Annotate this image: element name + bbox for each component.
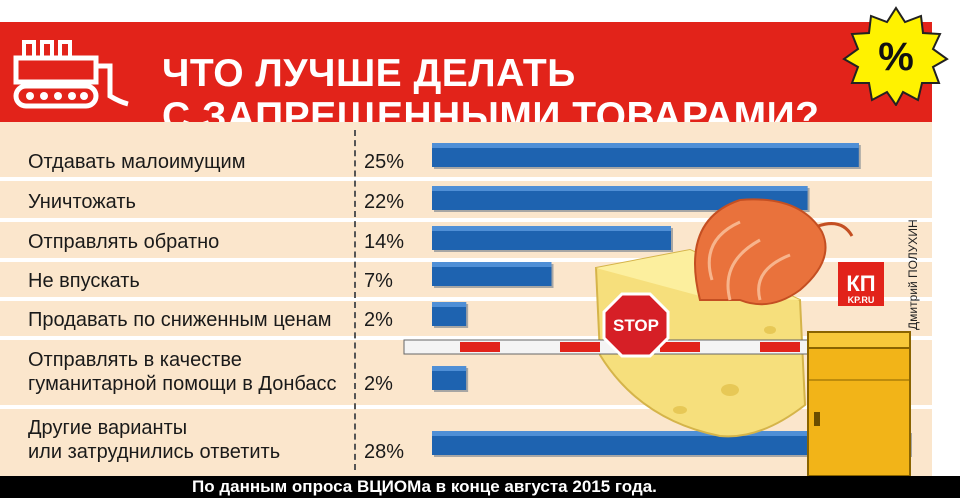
bar-highlight [432, 186, 808, 191]
value-label: 14% [364, 231, 405, 253]
bar-highlight [432, 431, 910, 436]
category-label: Отправлять в качестве гуманитарной помощ… [28, 349, 337, 395]
category-label: Уничтожать [28, 191, 136, 213]
category-label: Продавать по сниженным ценам [28, 309, 332, 331]
footer-bar: По данным опроса ВЦИОМа в конце августа … [0, 476, 960, 498]
photo-credit: Дмитрий ПОЛУХИН [906, 219, 920, 330]
row-divider [0, 336, 932, 340]
row-divider [0, 405, 932, 409]
value-label: 2% [364, 373, 393, 395]
value-label: 28% [364, 441, 405, 463]
value-label: 2% [364, 309, 393, 331]
category-label: Отправлять обратно [28, 231, 220, 253]
row-divider [0, 258, 932, 262]
badge-percent-text: % [878, 35, 914, 79]
kp-logo: КП KP.RU [838, 262, 884, 306]
value-label: 7% [364, 270, 393, 292]
bulldozer-icon [13, 40, 129, 109]
bar-highlight [432, 143, 859, 148]
category-label: Отдавать малоимущим [28, 151, 246, 173]
row-divider [0, 297, 932, 301]
title-line-1: ЧТО ЛУЧШЕ ДЕЛАТЬ [162, 52, 576, 95]
bar-highlight [432, 262, 552, 267]
bar-highlight [432, 366, 467, 371]
value-label: 25% [364, 151, 405, 173]
bar-highlight [432, 302, 467, 307]
row-divider [0, 177, 932, 181]
percent-badge: % [842, 6, 949, 106]
category-label: Не впускать [28, 270, 140, 292]
dashed-separator [354, 130, 356, 470]
bar-highlight [432, 226, 671, 231]
category-label: Другие варианты или затруднились ответит… [28, 417, 281, 463]
value-label: 22% [364, 191, 405, 213]
row-divider [0, 218, 932, 222]
source-note: По данным опроса ВЦИОМа в конце августа … [192, 477, 657, 496]
kp-logo-text: КП [846, 271, 875, 296]
stop-sign-text: STOP [613, 316, 659, 335]
kp-site-text: KP.RU [848, 295, 875, 305]
